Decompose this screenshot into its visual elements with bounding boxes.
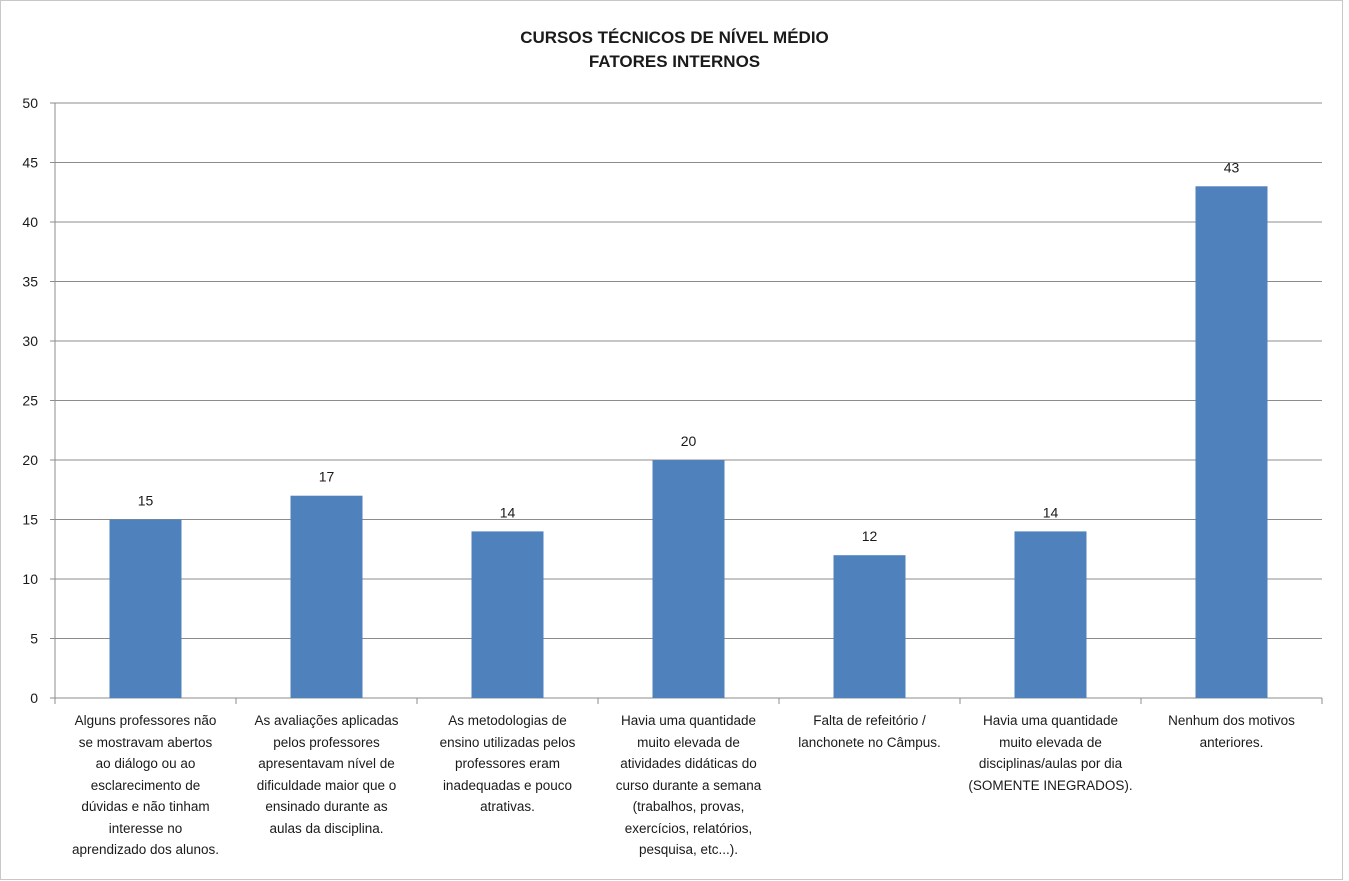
x-tick-label-line: Falta de refeitório / [813, 713, 926, 728]
x-tick-label-line: ensinado durante as [265, 799, 388, 814]
x-tick-label-line: pelos professores [273, 734, 380, 750]
x-tick-label-line: lanchonete no Câmpus. [798, 734, 941, 750]
y-tick-label: 35 [22, 274, 38, 290]
x-tick-label-line: Alguns professores não [74, 713, 217, 728]
y-tick-label: 25 [22, 393, 38, 409]
x-tick-label: Falta de refeitório / lanchonete no Câmpu… [782, 710, 958, 753]
x-tick-label: Havia uma quantidade muito elevada de disc… [963, 710, 1139, 796]
x-tick-label-line: esclarecimento de [90, 777, 201, 793]
y-tick-label: 50 [22, 95, 38, 111]
x-tick-label-line: anteriores. [1199, 734, 1264, 750]
data-label: 14 [1043, 504, 1059, 520]
y-tick-label: 10 [22, 571, 38, 587]
bar [833, 555, 906, 698]
bar [290, 495, 363, 698]
bar [109, 519, 182, 698]
data-label: 43 [1224, 159, 1240, 175]
data-label: 17 [319, 469, 335, 485]
x-tick-label-line: ensino utilizadas pelos [439, 734, 576, 750]
chart-title: CURSOS TÉCNICOS DE NÍVEL MÉDIO FATORES I… [0, 26, 1349, 74]
x-tick-label-line: Havia uma quantidade [982, 713, 1119, 728]
x-tick-label-line: (trabalhos, provas, [632, 799, 745, 814]
y-tick-label: 15 [22, 512, 38, 528]
x-tick-label-line: aprendizado dos alunos. [71, 842, 220, 857]
x-tick-label-line: Nenhum dos motivos [1168, 713, 1295, 728]
x-tick-label-line: apresentavam nível de [258, 756, 395, 771]
x-tick-label-line: se mostravam abertos [78, 734, 213, 750]
x-tick-label-line: pesquisa, etc...). [638, 842, 739, 857]
bar [1195, 186, 1268, 699]
y-tick-label: 40 [22, 214, 38, 230]
x-tick-label-line: disciplinas/aulas por dia [978, 756, 1123, 771]
data-label: 15 [138, 493, 154, 509]
chart-title-line-1: CURSOS TÉCNICOS DE NÍVEL MÉDIO [520, 28, 829, 47]
data-label: 20 [681, 433, 697, 449]
x-tick-label-line: atividades didáticas do [620, 756, 757, 771]
chart-title-line-2: FATORES INTERNOS [588, 52, 761, 71]
x-tick-label-line: muito elevada de [637, 734, 740, 750]
x-tick-label-line: inadequadas e pouco [442, 777, 573, 793]
bar [471, 531, 544, 698]
x-tick-label-line: As metodologias de [448, 713, 567, 728]
x-tick-label-line: atrativas. [480, 799, 535, 814]
bar [1014, 531, 1087, 698]
x-tick-label-line: As avaliações aplicadas [254, 713, 399, 728]
x-tick-label-line: professores eram [454, 756, 561, 771]
bar [652, 460, 725, 698]
x-tick-label-line: curso durante a semana [615, 777, 762, 793]
data-label: 12 [862, 528, 878, 544]
x-tick-label-line: ao diálogo ou ao [95, 756, 196, 771]
y-tick-label: 20 [22, 452, 38, 468]
y-tick-label: 5 [30, 631, 38, 647]
data-label: 14 [500, 504, 516, 520]
x-tick-label-line: interesse no [108, 820, 183, 836]
y-tick-label: 45 [22, 155, 38, 171]
y-tick-label: 30 [22, 333, 38, 349]
x-tick-label: Alguns professores não se mostravam abert… [58, 710, 234, 861]
x-tick-label-line: aulas da disciplina. [269, 820, 384, 836]
x-tick-label-line: (SOMENTE INEGRADOS). [968, 777, 1133, 793]
x-tick-label-line: dificuldade maior que o [256, 777, 397, 793]
x-tick-label: As avaliações aplicadas pelos professores… [239, 710, 415, 839]
x-tick-label-line: exercícios, relatórios, [624, 820, 753, 836]
x-tick-label-line: Havia uma quantidade [620, 713, 757, 728]
x-tick-label-line: dúvidas e não tinham [81, 799, 210, 814]
y-tick-label: 0 [30, 690, 38, 706]
x-tick-label: Havia uma quantidade muito elevada de ativ… [601, 710, 777, 861]
x-tick-label: As metodologias de ensino utilizadas pelo… [420, 710, 596, 818]
x-tick-label: Nenhum dos motivos anteriores. [1144, 710, 1320, 753]
x-tick-label-line: muito elevada de [999, 734, 1102, 750]
